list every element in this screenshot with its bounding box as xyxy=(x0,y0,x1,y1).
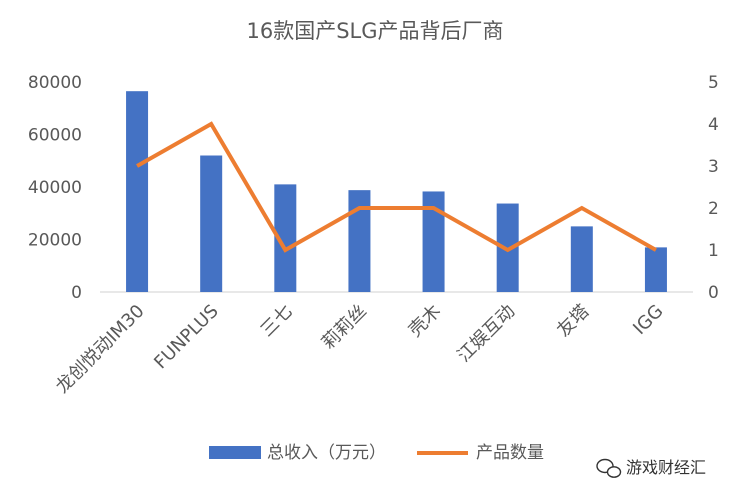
legend: 总收入（万元） 产品数量 xyxy=(209,443,544,463)
legend-swatch-bar xyxy=(209,446,261,459)
left-tick-label: 60000 xyxy=(28,126,82,146)
legend-label-count: 产品数量 xyxy=(476,443,544,463)
right-tick-label: 0 xyxy=(708,283,719,303)
category-label: IGG xyxy=(629,301,667,339)
category-label: 龙创悦动IM30 xyxy=(52,301,149,398)
right-tick-label: 3 xyxy=(708,157,719,177)
legend-label-revenue: 总收入（万元） xyxy=(267,443,386,463)
bar xyxy=(274,184,297,292)
category-label: 莉莉丝 xyxy=(318,301,371,354)
left-tick-label: 0 xyxy=(71,283,82,303)
right-tick-label: 1 xyxy=(708,241,719,261)
bar xyxy=(348,190,371,292)
category-label: 江娱互动 xyxy=(453,301,519,367)
bar xyxy=(126,91,149,292)
category-label: 壳木 xyxy=(405,301,445,341)
bar xyxy=(422,191,445,292)
bar xyxy=(200,155,223,292)
chart-title: 16款国产SLG产品背后厂商 xyxy=(246,19,503,43)
watermark: 游戏财经汇 xyxy=(596,458,706,478)
bar xyxy=(570,226,593,292)
category-label: FUNPLUS xyxy=(150,301,223,374)
right-tick-label: 4 xyxy=(708,115,719,135)
category-label: 友塔 xyxy=(553,301,593,341)
bar-series xyxy=(126,91,667,292)
wechat-icon xyxy=(596,458,622,478)
right-axis-ticks: 0 1 2 3 4 5 xyxy=(708,73,719,303)
left-axis-ticks: 0 20000 40000 60000 80000 xyxy=(28,73,82,303)
right-tick-label: 5 xyxy=(708,73,719,93)
left-tick-label: 40000 xyxy=(28,178,82,198)
right-tick-label: 2 xyxy=(708,199,719,219)
line-series xyxy=(136,121,657,253)
category-label: 三七 xyxy=(257,301,297,341)
line-path xyxy=(136,121,657,253)
category-labels: 龙创悦动IM30 FUNPLUS 三七 莉莉丝 壳木 江娱互动 友塔 IGG xyxy=(52,301,668,398)
bar xyxy=(644,247,667,292)
left-tick-label: 80000 xyxy=(28,73,82,93)
left-tick-label: 20000 xyxy=(28,231,82,251)
watermark-text: 游戏财经汇 xyxy=(626,458,706,477)
